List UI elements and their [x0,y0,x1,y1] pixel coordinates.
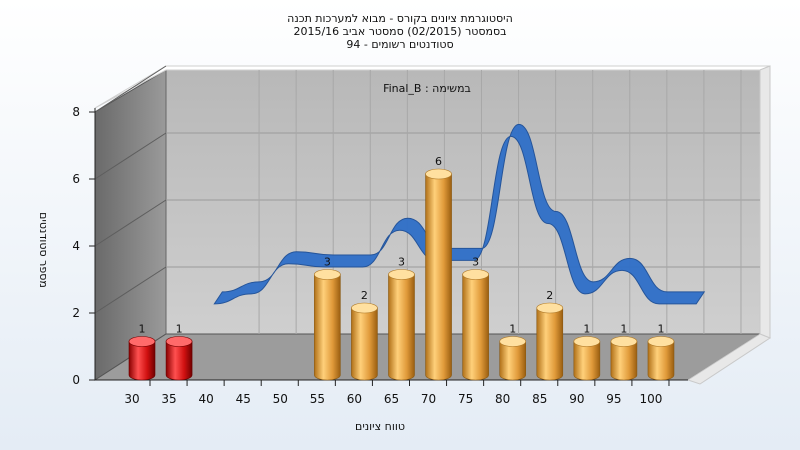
bar [536,302,564,381]
data-label: 1 [583,323,590,336]
data-label: 1 [620,323,627,336]
data-label: 1 [176,323,183,336]
y-tick-label: 2 [72,306,80,320]
x-tick-label: 70 [421,392,436,406]
x-axis-title: טווח ציונים [355,420,405,433]
data-label: 6 [435,155,442,168]
data-label: 3 [324,256,331,269]
right-edge-highlight [759,65,771,339]
bar [165,336,193,381]
bars-layer [128,168,675,381]
bar [425,168,452,381]
grid-line-side [94,199,167,247]
x-tick-label: 30 [124,392,139,406]
x-tick-label: 55 [310,392,325,406]
x-tick-label: 95 [606,392,621,406]
y-tick-label: 0 [72,373,80,387]
y-tick-label: 8 [72,105,80,119]
bar [351,302,378,381]
x-tick-label: 60 [347,392,362,406]
data-label: 1 [657,323,664,336]
bar [573,336,601,381]
trend-line [213,123,706,305]
x-tick-label: 65 [384,392,399,406]
x-tick-label: 45 [236,392,251,406]
bar [462,269,489,381]
chart-title-line-2: בסמסטר (02/2015) סמסטר אביב 2015/16 [293,25,507,38]
x-tick-label: 75 [458,392,473,406]
trend-layer [213,123,706,305]
bar [314,269,341,381]
chart-title-line-3: סטודנטים רשומים - 94 [346,38,454,51]
chart-title-line-1: היסטוגרמת ציונים בקורס - מבוא למערכות תכ… [287,12,513,25]
x-tick-label: 90 [569,392,584,406]
x-tick-label: 100 [640,392,663,406]
bar [647,336,675,381]
data-label: 1 [509,323,516,336]
data-label: 2 [546,289,553,302]
floor-edge-highlight [686,333,772,385]
grid-line-side [94,266,167,314]
chart-subtitle: במשימה : Final_B [383,82,471,95]
x-tick-label: 50 [273,392,288,406]
data-label: 1 [139,323,146,336]
data-label: 2 [361,289,368,302]
x-tick-label: 85 [532,392,547,406]
y-tick-label: 4 [72,239,80,253]
side-wall [94,69,167,381]
data-label: 3 [398,256,405,269]
data-label: 3 [472,256,479,269]
x-tick-label: 35 [161,392,176,406]
bar [499,336,527,381]
x-tick-label: 80 [495,392,510,406]
y-axis-title: מספר סטודנטים [37,212,50,288]
x-tick-label: 40 [198,392,213,406]
bar [610,336,638,381]
labels-layer: 1 1 3 2 3 6 3 1 2 1 1 1 [139,155,665,336]
bar [388,269,415,381]
grid-line-side [94,132,167,180]
grid-line-side [94,65,167,113]
y-tick-label: 6 [72,172,80,186]
bar [128,336,156,381]
